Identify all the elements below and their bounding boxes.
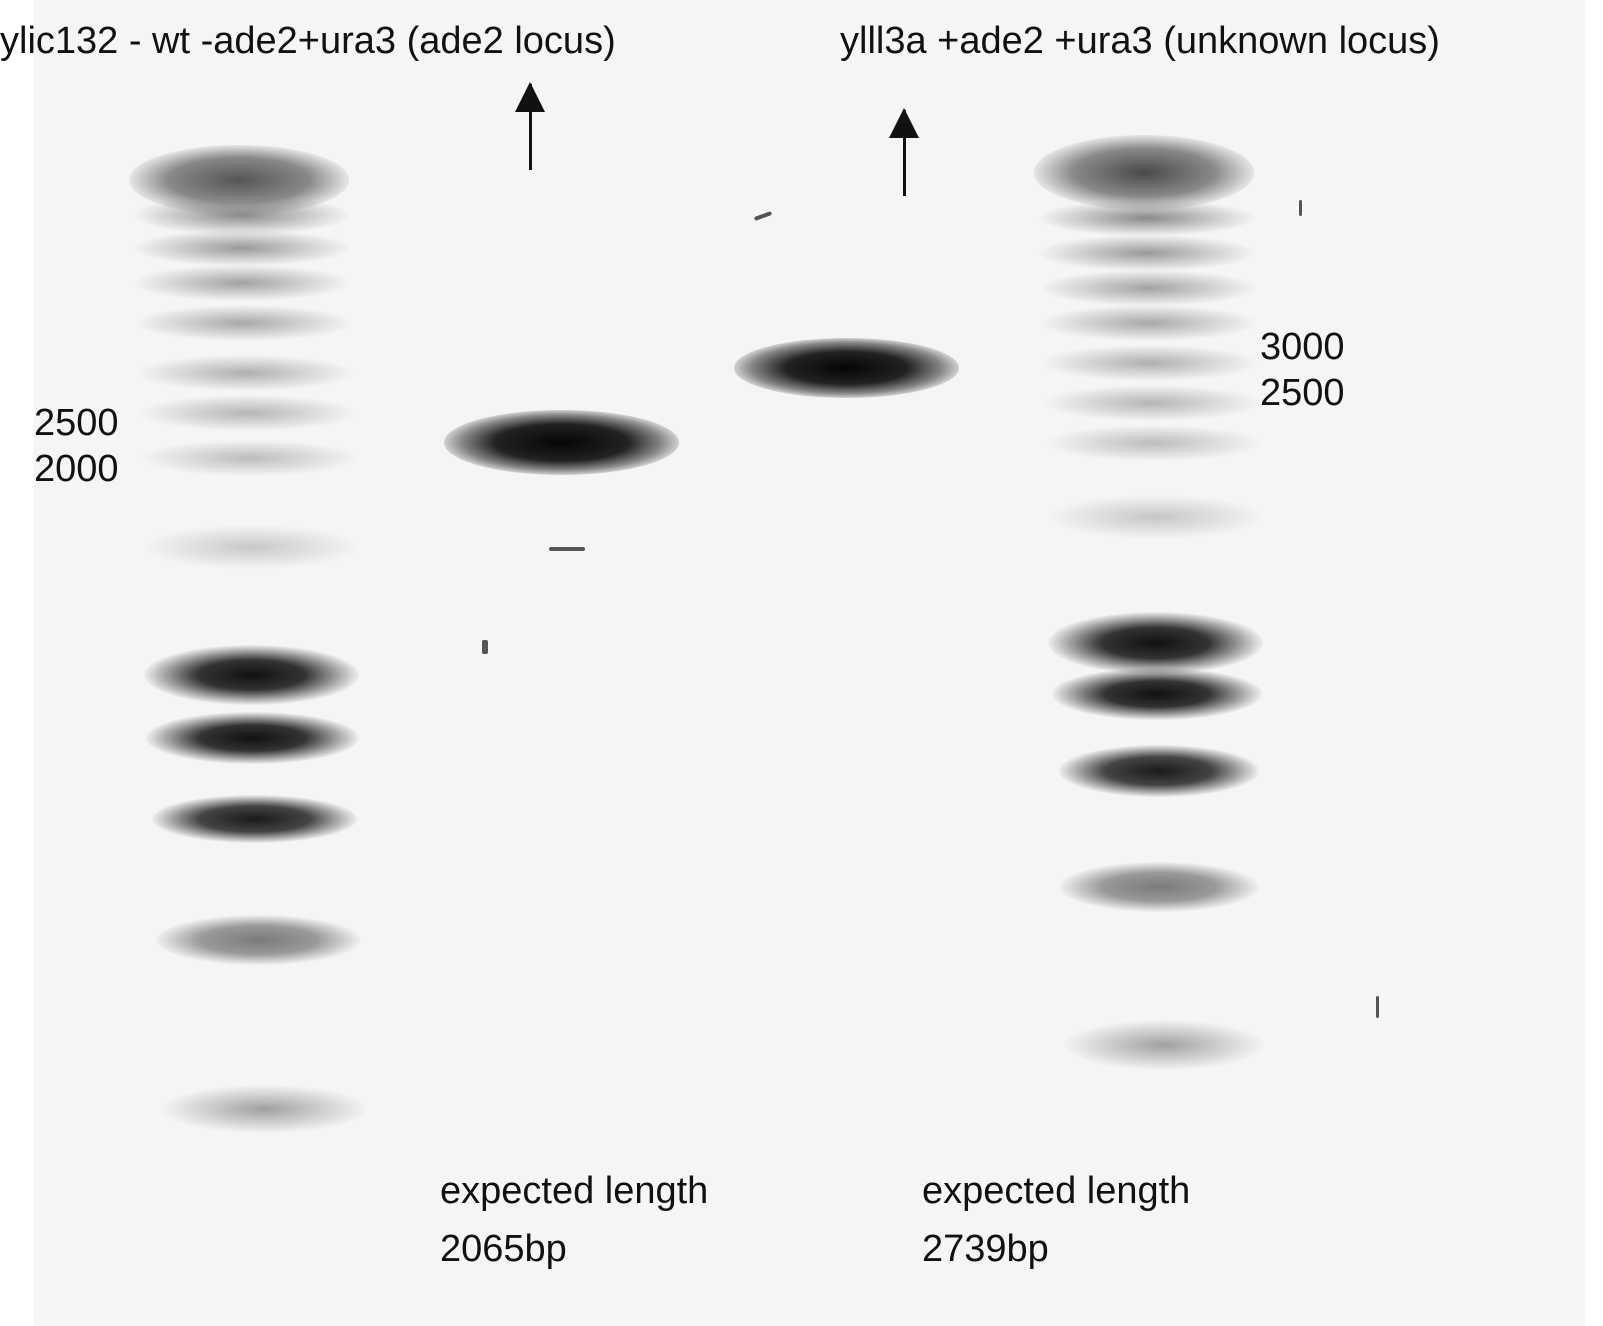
expected-length-left: expected length 2065bp — [440, 1162, 708, 1278]
ladder-band — [1044, 385, 1259, 421]
marker-label: 2000 — [34, 448, 119, 490]
ladder-band — [1039, 200, 1254, 236]
ladder-band — [1042, 345, 1257, 381]
ladder-band — [1039, 235, 1254, 271]
ladder-band — [1052, 668, 1262, 720]
ladder-band — [1034, 135, 1254, 210]
marker-label: 2500 — [1260, 372, 1345, 414]
ladder-band — [140, 395, 355, 431]
size-markers-left: 2500 2000 — [34, 400, 119, 492]
ladder-band — [1064, 1020, 1264, 1070]
ladder-band — [144, 525, 359, 569]
expected-length-caption: expected length — [922, 1170, 1191, 1212]
expected-length-caption: expected length — [440, 1170, 709, 1212]
arrow-up-icon — [515, 82, 545, 170]
ladder-band — [1048, 495, 1263, 539]
expected-length-right: expected length 2739bp — [922, 1162, 1190, 1278]
ladder-band — [136, 305, 351, 341]
ladder-band — [144, 645, 359, 705]
ladder-band — [156, 915, 361, 965]
sample-band-ylll3a — [734, 338, 959, 398]
ladder-band — [134, 195, 349, 235]
arrow-up-icon — [889, 108, 919, 196]
size-markers-right: 3000 2500 — [1260, 324, 1345, 416]
sample-label-right: ylll3a +ade2 +ura3 (unknown locus) — [840, 20, 1440, 62]
ladder-band — [134, 230, 349, 266]
ladder-band — [152, 795, 357, 843]
gel-artifact — [753, 211, 773, 221]
sample-band-ylic132 — [444, 410, 679, 475]
gel-image — [34, 0, 1585, 1326]
gel-artifact — [482, 640, 488, 654]
ladder-band — [1059, 862, 1259, 912]
ladder-band — [1059, 745, 1259, 797]
gel-artifact — [1376, 996, 1379, 1018]
ladder-band — [1041, 305, 1256, 341]
ladder-band — [1046, 425, 1261, 461]
ladder-band — [138, 355, 353, 391]
gel-artifact — [1299, 200, 1302, 216]
ladder-band — [162, 1085, 367, 1133]
expected-length-value: 2739bp — [922, 1228, 1049, 1270]
gel-artifact — [549, 547, 585, 551]
marker-label: 2500 — [34, 402, 119, 444]
ladder-band — [134, 265, 349, 301]
ladder-band — [1048, 612, 1263, 674]
sample-label-left: ylic132 - wt -ade2+ura3 (ade2 locus) — [0, 20, 616, 62]
expected-length-value: 2065bp — [440, 1228, 567, 1270]
ladder-band — [146, 712, 359, 764]
marker-label: 3000 — [1260, 326, 1345, 368]
ladder-band — [142, 440, 357, 476]
ladder-band — [1041, 270, 1256, 306]
